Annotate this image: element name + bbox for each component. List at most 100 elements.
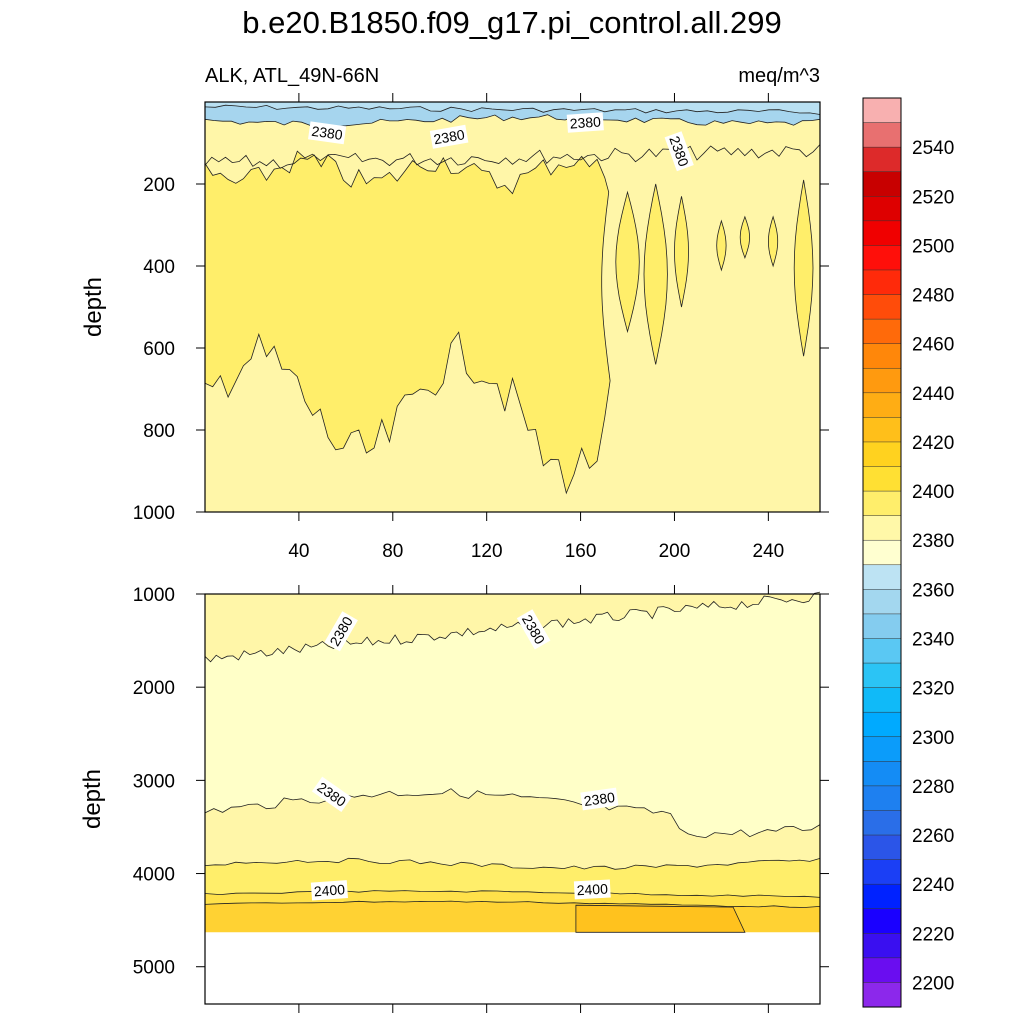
- colorbar-label: 2280: [912, 777, 954, 798]
- upper-pillar: [643, 183, 668, 365]
- lower-plot-frame: [204, 593, 821, 1005]
- colorbar-swatch: [862, 220, 902, 246]
- subtitle-left: ALK, ATL_49N-66N: [205, 65, 379, 87]
- upper-pillar: [739, 215, 751, 260]
- contour-label-box: [573, 879, 611, 900]
- contour-label: 2400: [576, 881, 608, 899]
- colorbar-swatch: [862, 490, 902, 517]
- colorbar-swatch: [862, 343, 902, 369]
- colorbar-swatch: [862, 539, 902, 566]
- y-tick-label: 1000: [133, 585, 175, 606]
- x-tick-label: 40: [288, 541, 309, 562]
- contour-label-box: [310, 880, 348, 901]
- contour-label: 2380: [583, 789, 616, 809]
- colorbar-swatch: [862, 883, 902, 910]
- x-tick-label: 240: [753, 541, 785, 562]
- lower-axis-ticks: 1000 2000 3000 4000 5000: [133, 585, 829, 1013]
- lower-band-2380-top: [205, 592, 820, 662]
- lower-contour-line: [204, 788, 821, 839]
- lower-contour-line: [204, 900, 821, 908]
- contour-label-group: 2380: [429, 124, 469, 149]
- colorbar-swatch: [862, 761, 902, 787]
- contour-label-group: 2400: [310, 880, 348, 901]
- y-tick-label: 1000: [133, 503, 175, 524]
- colorbar-swatch: [862, 908, 902, 934]
- x-tick-label: 120: [471, 541, 503, 562]
- colorbar-swatch: [862, 515, 902, 541]
- y-tick-label: 4000: [133, 865, 175, 886]
- colorbar-label: 2320: [912, 679, 954, 700]
- colorbar-swatch: [862, 785, 902, 812]
- colorbar-swatch: [862, 687, 902, 713]
- lower-contour-lines: [204, 591, 821, 908]
- colorbar-swatch: [862, 122, 902, 148]
- colorbar-swatch: [862, 146, 902, 173]
- contour-label: 2380: [311, 123, 344, 143]
- upper-pillar: [716, 219, 727, 272]
- lower-contour-line: [204, 591, 821, 663]
- upper-contour-line: [204, 104, 821, 115]
- colorbar-label: 2420: [912, 433, 954, 454]
- lower-band-2380: [205, 788, 820, 870]
- y-tick-label: 2000: [133, 678, 175, 699]
- colorbar-label: 2440: [912, 384, 954, 405]
- subtitle-units: meq/m^3: [738, 65, 820, 87]
- contour-label: 2380: [432, 126, 466, 147]
- upper-pillar: [767, 215, 779, 268]
- colorbar-label: 2500: [912, 236, 954, 257]
- colorbar-label: 2260: [912, 826, 954, 847]
- colorbar-label: 2380: [912, 531, 954, 552]
- colorbar-swatch: [862, 736, 902, 762]
- chart-title: b.e20.B1850.f09_g17.pi_control.all.299: [242, 5, 782, 40]
- colorbar-swatch: [862, 662, 902, 689]
- colorbar-swatch: [862, 392, 902, 418]
- colorbar-swatch: [862, 97, 902, 124]
- contour-label-group: 2380: [308, 121, 347, 145]
- lower-contour-line: [204, 857, 821, 870]
- upper-band-2370: [205, 105, 820, 127]
- contour-label-box: [308, 121, 347, 145]
- x-tick-label: 160: [565, 541, 597, 562]
- upper-band-2390: [204, 150, 611, 495]
- colorbar-swatch: [862, 933, 902, 959]
- colorbar-swatch: [862, 711, 902, 738]
- contour-label-group: 2400: [573, 879, 611, 900]
- lower-contour-line: [204, 890, 821, 898]
- upper-contour-line: [204, 144, 821, 169]
- colorbar-label: 2460: [912, 335, 954, 356]
- colorbar-label: 2540: [912, 138, 954, 159]
- colorbar-label: 2520: [912, 187, 954, 208]
- colorbar-swatch: [862, 294, 902, 320]
- upper-y-axis-label: depth: [80, 277, 107, 337]
- colorbar-swatch: [862, 417, 902, 443]
- contour-label-box: [516, 609, 551, 650]
- contour-label-group: 2380: [580, 787, 619, 811]
- contour-label-box: [311, 776, 352, 812]
- contour-label-box: [664, 131, 694, 172]
- upper-axis-ticks: 40 80 120 160 200 240 200 400 600 800 1000: [133, 93, 829, 562]
- colorbar-swatch: [862, 613, 902, 640]
- colorbar-swatch: [862, 834, 902, 861]
- contour-label-box: [324, 611, 358, 652]
- colorbar-swatch: [862, 245, 902, 271]
- lower-contour-fills: [205, 592, 820, 933]
- upper-contour-fills: [204, 102, 820, 495]
- colorbar-frame: [862, 97, 902, 1008]
- colorbar-swatch: [862, 638, 902, 664]
- y-tick-label: 400: [143, 257, 175, 278]
- y-tick-label: 5000: [133, 958, 175, 979]
- colorbar-label: 2480: [912, 286, 954, 307]
- contour-label-box: [580, 787, 619, 811]
- contour-label: 2400: [313, 881, 345, 899]
- colorbar-label: 2340: [912, 629, 954, 650]
- colorbar-swatch: [862, 982, 902, 1008]
- upper-pillar: [793, 179, 814, 357]
- upper-contour-line: [204, 114, 821, 128]
- colorbar-label: 2300: [912, 728, 954, 749]
- upper-contour-lines: [204, 104, 821, 169]
- colorbar-label: 2240: [912, 875, 954, 896]
- lower-band-2420: [575, 904, 746, 933]
- colorbar-swatch: [862, 171, 902, 197]
- colorbar: 2200 2220 2240 2260 2280 2300 2320 2340 2360 2380…: [862, 97, 954, 1008]
